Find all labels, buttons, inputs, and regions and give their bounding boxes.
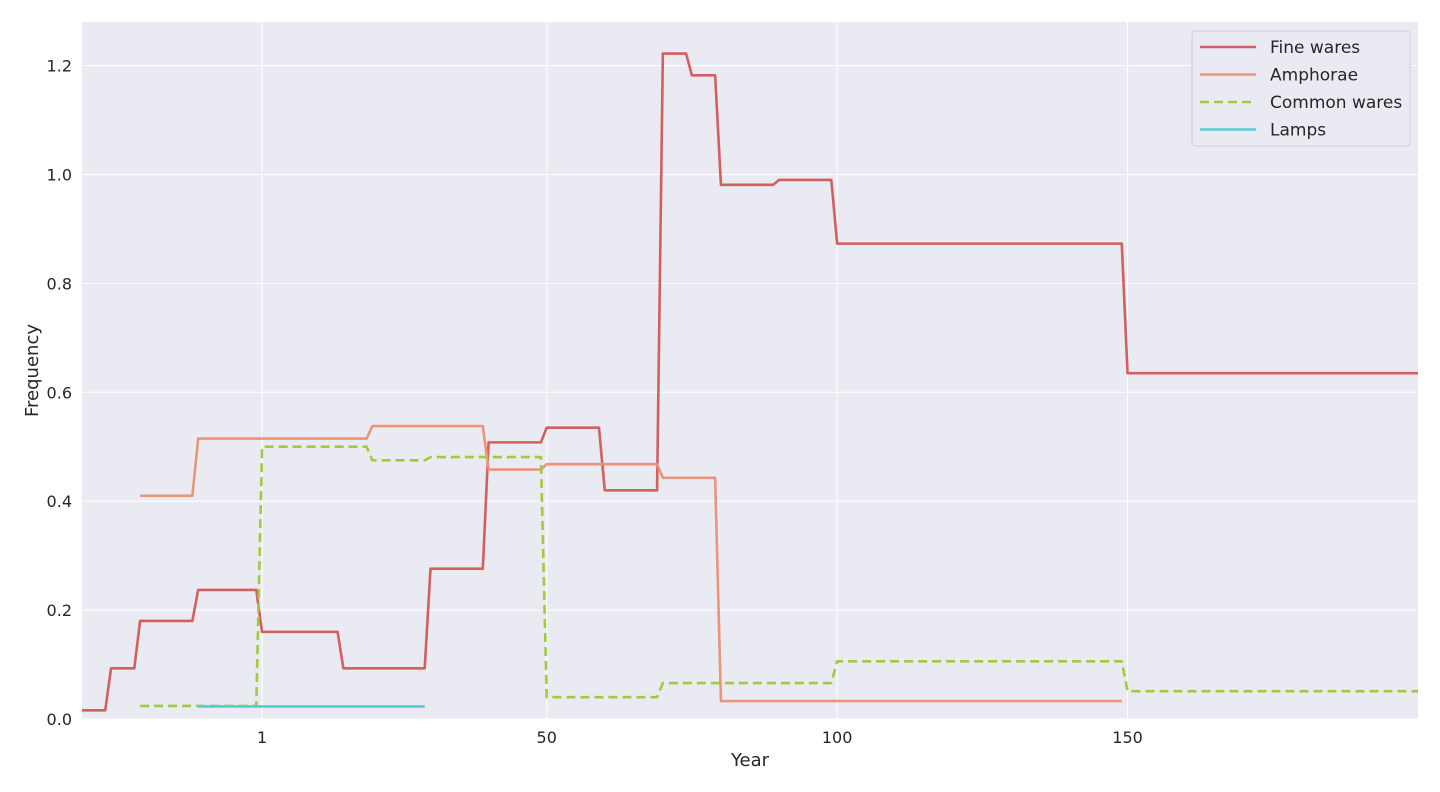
legend-label: Lamps (1270, 121, 1326, 141)
legend-box (1191, 30, 1411, 147)
x-tick-label: 150 (1112, 728, 1143, 747)
y-tick-label: 1.2 (47, 57, 72, 76)
x-tick-label: 1 (257, 728, 267, 747)
y-tick-label: 0.2 (47, 601, 72, 620)
y-tick-labels: 0.0 0.2 0.4 0.6 0.8 1.0 1.2 (47, 57, 72, 729)
y-tick-label: 1.0 (47, 165, 72, 184)
y-tick-label: 0.4 (47, 492, 72, 511)
legend-label: Amphorae (1270, 66, 1358, 86)
x-tick-label: 50 (537, 728, 557, 747)
series-line-amphorae (140, 424, 1122, 703)
y-tick-label: 0.0 (47, 710, 72, 729)
legend-label: Fine wares (1270, 38, 1360, 58)
x-tick-label: 100 (822, 728, 853, 747)
x-axis-label: Year (730, 750, 770, 771)
series-line-common-wares (140, 445, 1418, 708)
legend: Fine wares Amphorae Common wares Lamps (1191, 30, 1411, 147)
series-line-fine-wares (82, 52, 1418, 712)
legend-label: Common wares (1270, 93, 1402, 113)
y-tick-label: 0.6 (47, 383, 72, 402)
y-tick-label: 0.8 (47, 274, 72, 293)
x-tick-labels: 1 50 100 150 (257, 728, 1143, 747)
y-axis-label: Frequency (22, 324, 43, 417)
series-lines (82, 52, 1418, 712)
